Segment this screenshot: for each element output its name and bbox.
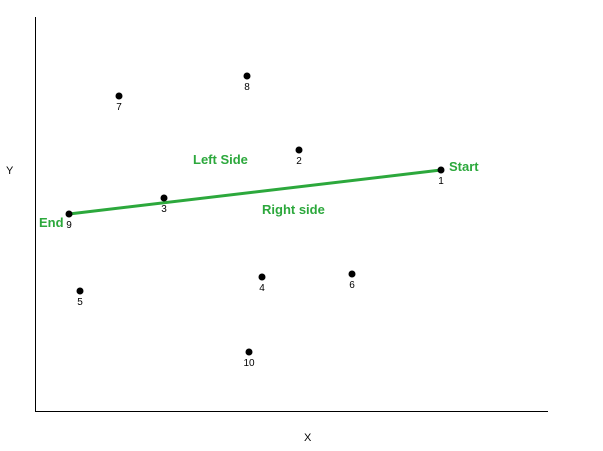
points-layer: 1 2 3 4 5 6 7 8 9 10 — [65, 72, 445, 369]
point-8-label: 8 — [244, 82, 250, 93]
point-7-label: 7 — [116, 102, 122, 113]
point-3-label: 3 — [161, 204, 167, 215]
left-side-label: Left Side — [193, 152, 248, 167]
point-4-label: 4 — [259, 283, 265, 294]
point-4-marker — [258, 273, 266, 281]
point-1-label: 1 — [438, 176, 444, 187]
x-axis-label: X — [304, 432, 312, 444]
point-8-marker — [243, 72, 251, 80]
start-label: Start — [449, 159, 479, 174]
point-10-marker — [245, 348, 253, 356]
point-9-label: 9 — [66, 220, 72, 231]
point-10-label: 10 — [243, 358, 255, 369]
end-label: End — [39, 215, 64, 230]
point-5-label: 5 — [77, 297, 83, 308]
point-2-marker — [295, 146, 303, 154]
point-1-marker — [437, 166, 445, 174]
right-side-label: Right side — [262, 202, 325, 217]
point-2-label: 2 — [296, 156, 302, 167]
point-6-marker — [348, 270, 356, 278]
point-9-marker — [65, 210, 73, 218]
point-6-label: 6 — [349, 280, 355, 291]
point-7-marker — [115, 92, 123, 100]
point-5-marker — [76, 287, 84, 295]
path-line — [67, 168, 443, 216]
y-axis-label: Y — [6, 165, 14, 177]
point-3-marker — [160, 194, 168, 202]
